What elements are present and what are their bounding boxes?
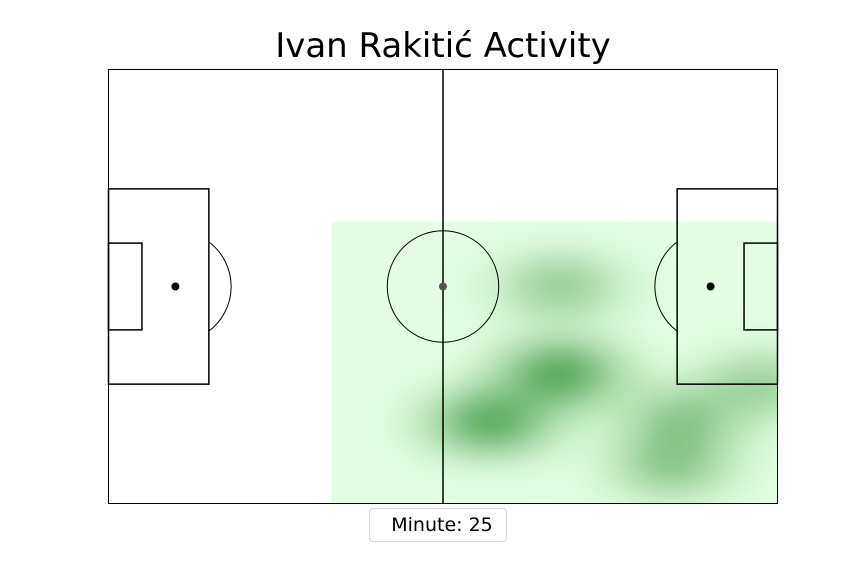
heatmap-layer xyxy=(331,221,778,504)
minute-value: 25 xyxy=(468,514,493,536)
heat-spot-core-3 xyxy=(625,447,718,484)
chart-title: Ivan Rakitić Activity xyxy=(275,26,611,66)
heat-spot-core-1 xyxy=(444,404,537,441)
right-penalty-spot xyxy=(706,282,715,291)
left-six-yard-box xyxy=(107,242,143,331)
minute-slider-label[interactable]: Minute: 25 xyxy=(369,508,507,542)
left-penalty-arc xyxy=(208,241,232,332)
right-penalty-arc xyxy=(654,241,678,332)
pitch-markings xyxy=(107,69,779,504)
right-six-yard-box xyxy=(743,242,779,331)
left-penalty-box xyxy=(107,188,210,385)
heat-spot-core-4 xyxy=(514,268,607,305)
heat-spot-core-0 xyxy=(514,355,607,392)
center-spot xyxy=(439,282,447,291)
center-circle xyxy=(386,230,500,343)
minute-label: Minute: xyxy=(391,514,463,536)
left-penalty-spot xyxy=(171,282,180,291)
